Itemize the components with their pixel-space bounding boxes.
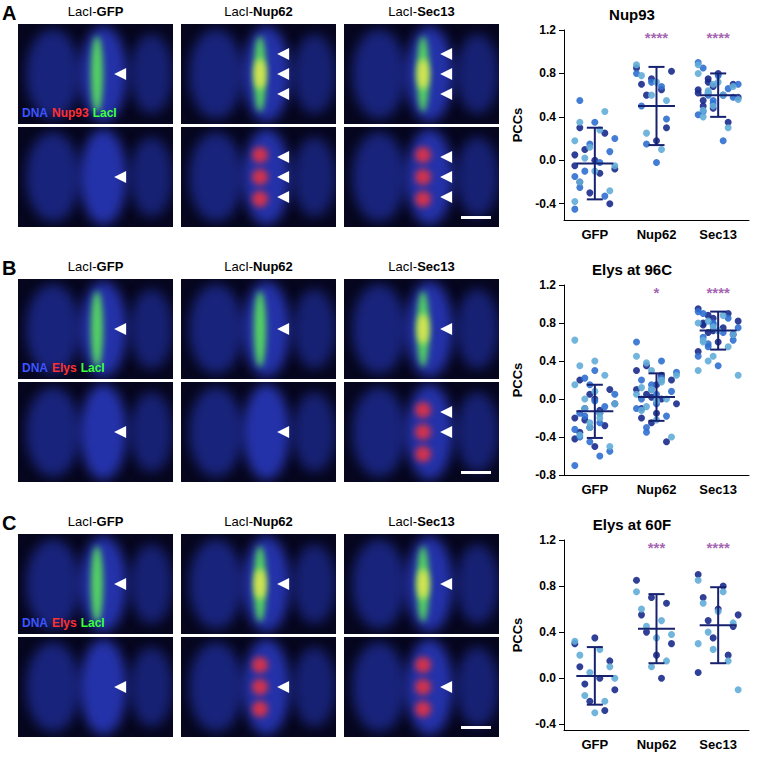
html-text:LacI- Sec13: LacI- Sec13	[388, 259, 455, 274]
svg-text:0.4: 0.4	[539, 354, 556, 368]
svg-text:0.0: 0.0	[539, 392, 556, 406]
svg-text:GFP: GFP	[581, 227, 608, 242]
svg-text:0.8: 0.8	[539, 316, 556, 330]
svg-text:PCCs: PCCs	[510, 618, 525, 653]
html-text:LacI- Nup62: LacI- Nup62	[224, 514, 293, 529]
svg-text:-0.4: -0.4	[535, 717, 556, 731]
svg-text:1.2: 1.2	[539, 23, 556, 37]
svg-text:0.4: 0.4	[539, 110, 556, 124]
svg-text:***: ***	[648, 539, 666, 556]
svg-text:-0.8: -0.8	[535, 468, 556, 482]
svg-text:1.2: 1.2	[539, 533, 556, 547]
svg-text:0.8: 0.8	[539, 579, 556, 593]
html-text:LacI- Sec13: LacI- Sec13	[388, 514, 455, 529]
svg-text:Elys at 60F: Elys at 60F	[593, 516, 671, 533]
svg-text:****: ****	[706, 539, 730, 556]
html-text:LacI- GFP: LacI- GFP	[67, 259, 124, 274]
svg-text:-0.4: -0.4	[535, 430, 556, 444]
svg-text:Nup62: Nup62	[637, 737, 677, 752]
svg-text:*: *	[654, 284, 660, 301]
svg-text:PCCs: PCCs	[510, 108, 525, 143]
html-text:A: A	[2, 2, 17, 24]
svg-text:Nup62: Nup62	[637, 482, 677, 497]
html-text:LacI- Nup62: LacI- Nup62	[224, 259, 293, 274]
svg-text:GFP: GFP	[581, 737, 608, 752]
svg-text:Elys at 96C: Elys at 96C	[592, 261, 672, 278]
svg-text:Sec13: Sec13	[699, 482, 737, 497]
html-text:LacI- Sec13: LacI- Sec13	[388, 4, 455, 19]
html-text:LacI- GFP: LacI- GFP	[67, 514, 124, 529]
svg-text:0.0: 0.0	[539, 671, 556, 685]
html-text:LacI- Nup62: LacI- Nup62	[224, 4, 293, 19]
html-text:B: B	[2, 257, 17, 279]
svg-text:Sec13: Sec13	[699, 227, 737, 242]
svg-text:1.2: 1.2	[539, 278, 556, 292]
svg-text:0.8: 0.8	[539, 66, 556, 80]
svg-text:0.4: 0.4	[539, 625, 556, 639]
svg-text:-0.4: -0.4	[535, 197, 556, 211]
svg-text:****: ****	[706, 29, 730, 46]
svg-text:Sec13: Sec13	[699, 737, 737, 752]
svg-text:****: ****	[645, 29, 669, 46]
svg-text:Nup62: Nup62	[637, 227, 677, 242]
html-text:DNA Elys LacI: DNA Elys LacI	[22, 616, 105, 630]
svg-text:0.0: 0.0	[539, 153, 556, 167]
html-text:C: C	[2, 512, 17, 534]
html-text:DNA Elys LacI: DNA Elys LacI	[22, 361, 105, 375]
svg-text:Nup93: Nup93	[609, 6, 655, 23]
html-text:LacI- GFP: LacI- GFP	[67, 4, 124, 19]
svg-text:GFP: GFP	[581, 482, 608, 497]
svg-text:PCCs: PCCs	[510, 363, 525, 398]
svg-text:****: ****	[706, 284, 730, 301]
html-text:DNA Nup93 LacI: DNA Nup93 LacI	[22, 106, 117, 120]
